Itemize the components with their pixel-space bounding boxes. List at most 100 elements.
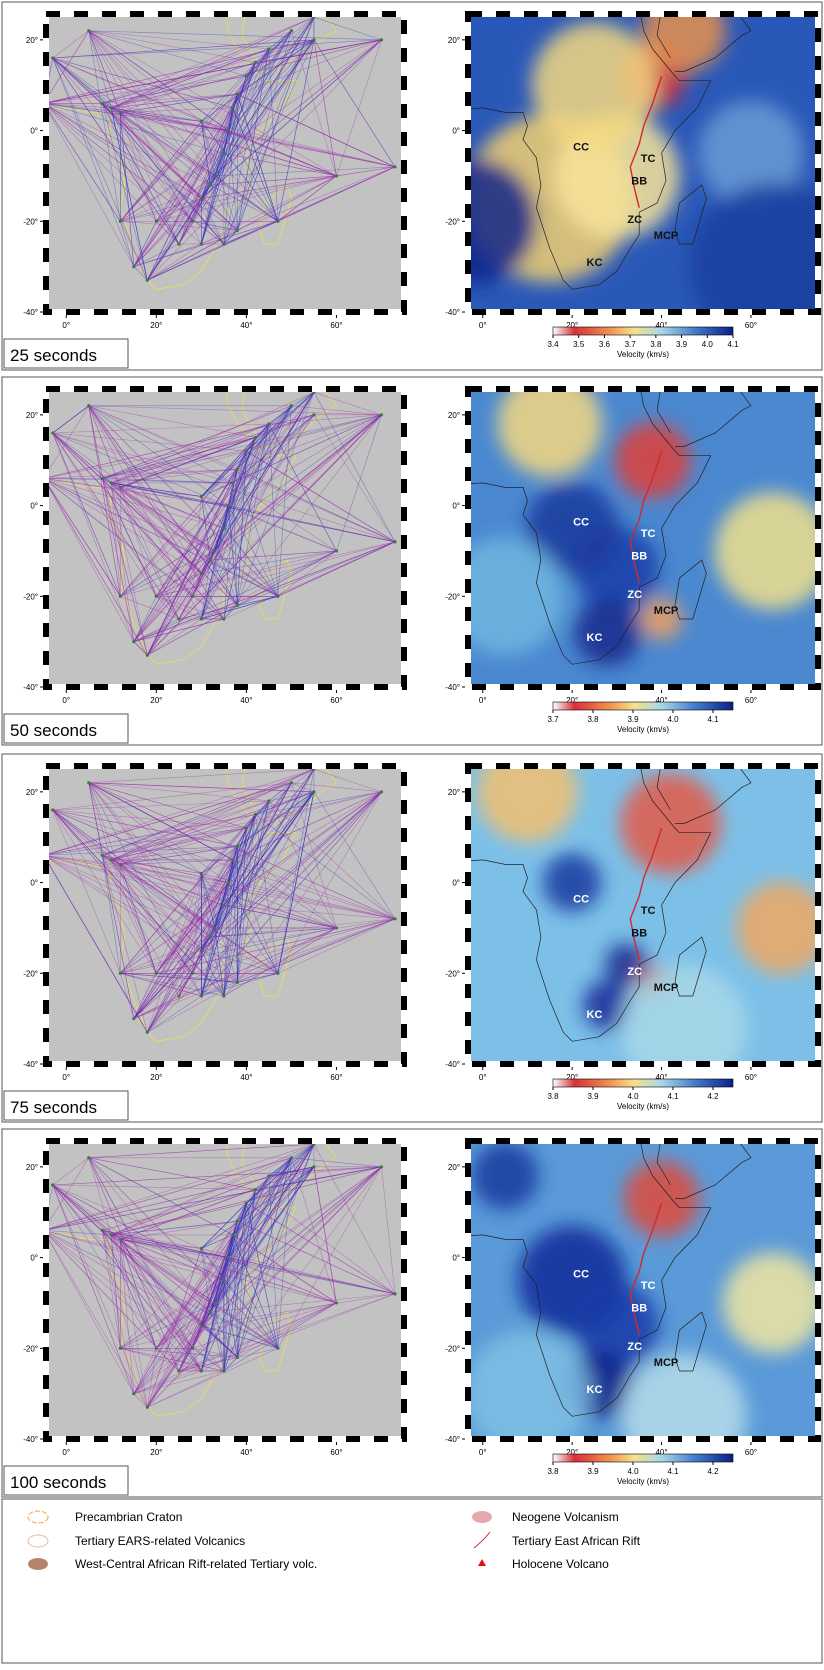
legend-icon	[478, 1559, 486, 1566]
ray-path	[102, 1230, 202, 1249]
ray-path	[237, 94, 396, 168]
ray-path	[210, 1311, 279, 1349]
ray-path	[52, 782, 292, 811]
ray-path	[237, 828, 247, 983]
ray-path	[46, 814, 256, 856]
ray-path	[52, 432, 233, 484]
ray-path	[192, 559, 211, 597]
station	[199, 197, 203, 201]
station	[177, 617, 181, 621]
colorbar-label: Velocity (km/s)	[617, 1477, 669, 1486]
ray-path	[102, 423, 269, 479]
ray-path	[88, 405, 279, 597]
ray-path	[52, 1184, 135, 1394]
ray-path	[156, 791, 315, 974]
ray-path	[147, 528, 225, 656]
ray-path	[201, 39, 382, 199]
ray-path	[111, 1166, 382, 1236]
ray-path	[214, 166, 396, 177]
legend-label: Holocene Volcano	[512, 1557, 609, 1571]
ray-path	[210, 559, 238, 606]
ray-path	[223, 437, 256, 529]
region-label: CC	[573, 516, 589, 528]
ray-path	[223, 846, 238, 906]
station	[267, 1174, 271, 1178]
period-label: 100 seconds	[10, 1473, 106, 1492]
ray-path	[156, 414, 382, 597]
ray-path	[201, 1234, 233, 1249]
ray-path	[223, 469, 238, 529]
ray-path	[111, 1234, 229, 1258]
ray-path	[88, 30, 112, 108]
ray-path	[133, 618, 224, 642]
ray-path	[52, 432, 121, 597]
ray-path	[156, 918, 396, 974]
ray-path	[46, 782, 292, 856]
ray-path	[237, 541, 396, 606]
legend-label: Tertiary East African Rift	[512, 1534, 641, 1548]
ray-path	[111, 414, 315, 484]
ray-path	[147, 414, 382, 656]
ray-path	[214, 550, 279, 597]
ray-path	[201, 1202, 247, 1249]
ray-path	[133, 1166, 382, 1394]
ray-path	[46, 103, 229, 131]
ray-path	[214, 782, 292, 929]
ray-path	[268, 423, 337, 552]
ray-path	[52, 57, 279, 222]
velocity-anomaly	[604, 943, 647, 986]
ray-path	[133, 905, 225, 1019]
station	[145, 278, 149, 282]
ray-path	[201, 1325, 238, 1358]
colorbar	[552, 1453, 734, 1463]
ray-path	[201, 791, 315, 874]
ray-path	[102, 782, 292, 856]
ray-path	[223, 1257, 229, 1281]
ray-path	[120, 112, 135, 267]
ray-path	[111, 39, 382, 109]
ray-path	[223, 1144, 315, 1372]
ray-path	[237, 828, 247, 983]
ray-path	[120, 221, 135, 267]
ray-path	[201, 414, 382, 574]
ray-path	[178, 1293, 396, 1372]
ray-path	[291, 782, 382, 793]
map-background	[46, 1141, 404, 1439]
ray-path	[210, 1175, 270, 1313]
ray-path	[201, 873, 238, 983]
ray-path	[111, 468, 238, 484]
ray-path	[111, 1234, 216, 1304]
ray-path	[223, 791, 382, 906]
ray-path	[133, 936, 211, 1019]
ray-path	[102, 1230, 238, 1358]
ray-path	[201, 62, 256, 245]
ray-path	[223, 1302, 337, 1372]
ray-path	[111, 93, 238, 109]
ray-path	[120, 1239, 229, 1258]
ray-path	[120, 1239, 238, 1358]
ray-path	[120, 39, 315, 113]
velocity-map	[468, 766, 818, 1064]
ray-path	[52, 809, 225, 997]
ray-path	[52, 1184, 216, 1304]
ray-path	[111, 30, 292, 109]
ray-path	[313, 39, 337, 176]
ray-path	[111, 16, 315, 109]
station	[100, 476, 104, 480]
ray-path	[46, 1230, 224, 1281]
ray-path	[133, 437, 256, 642]
ray-path	[237, 1203, 247, 1222]
ray-path	[201, 30, 292, 199]
ray-path	[147, 39, 315, 281]
ray-path	[237, 846, 337, 929]
ray-path	[192, 769, 315, 974]
ray-path	[178, 873, 202, 997]
ray-path	[120, 487, 202, 574]
ray-path	[156, 469, 238, 597]
ray-path	[88, 1157, 202, 1372]
ray-path	[88, 782, 238, 983]
ray-path	[214, 1166, 315, 1304]
ray-path	[268, 48, 279, 222]
ray-path	[255, 791, 315, 815]
station	[253, 812, 257, 817]
